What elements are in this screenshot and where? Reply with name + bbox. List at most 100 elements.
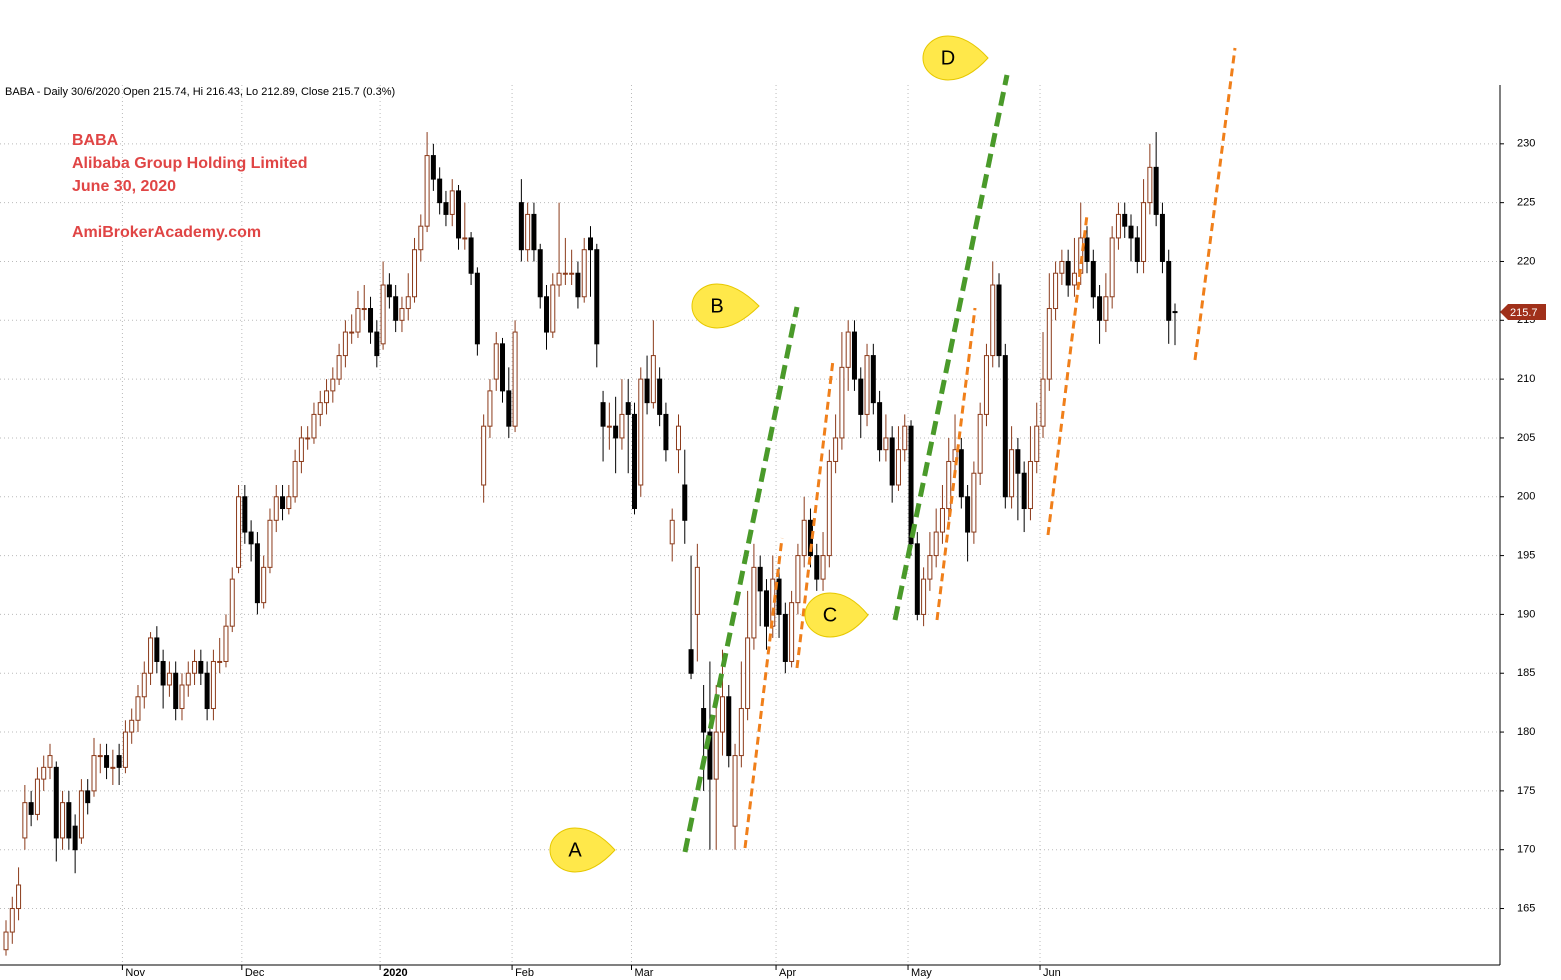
candle-body [977,413,983,474]
candle-body [726,696,732,757]
candle-body [324,390,330,404]
candle-body [1115,213,1121,239]
candle-body [368,308,374,333]
candle-body [826,460,832,557]
candle-body [412,249,418,298]
candle-body [229,578,235,627]
callout: C [804,592,869,638]
candle-body [1040,378,1046,427]
annotation: June 30, 2020 [72,178,176,195]
candle-body [311,413,317,439]
trend-line [935,307,977,621]
candle-body [1027,460,1033,510]
candle-body [53,766,59,839]
candle-body [1172,311,1178,314]
candle-body [248,531,254,545]
trend-line [1193,47,1237,361]
candle-body [782,613,788,662]
y-tick-label: 175 [1517,785,1535,797]
candle-body [179,684,185,710]
trend-lines [682,47,1237,853]
callout: A [549,827,616,873]
candle-body [1002,355,1008,498]
candle-body [1128,225,1134,239]
candle-body [933,531,939,557]
annotation: BABA [72,132,119,149]
candle-body [606,425,612,428]
candle-body [462,237,468,240]
candle-body [16,884,22,910]
candle-body [1034,425,1040,462]
candle-body [669,519,675,545]
candle-body [688,649,694,674]
y-tick-label: 165 [1517,902,1535,914]
candle-body [9,908,15,933]
candle-body [550,284,556,333]
candle-body [594,249,600,345]
candle-body [185,672,191,686]
candle-body [280,496,286,510]
candle-body [317,402,323,415]
candle-body [223,625,229,662]
candle-body [1059,260,1065,274]
candle-body [776,578,782,615]
callout-shape [922,35,989,81]
candle-body [34,778,40,815]
candle-body [751,566,757,639]
candle-body [1015,449,1021,474]
candle-body [1097,296,1103,321]
candle-body [864,355,870,415]
candle-body [456,190,462,239]
candle-body [298,437,304,462]
candle-body [914,543,920,615]
callout-shape [549,827,616,873]
candle-body [738,708,744,757]
candle-body [902,425,908,451]
candle-body [588,237,593,251]
candle-body [330,378,336,392]
candle-body [148,637,154,674]
candle-body [1071,272,1077,286]
callout-label: A [568,839,582,861]
last-price-tag [1500,304,1546,321]
x-tick-label: Mar [634,967,653,979]
y-tick-label: 190 [1517,608,1535,620]
y-tick-label: 170 [1517,844,1535,856]
candle-body [883,437,889,451]
axis-labels: 1651701751801851901952002052102152202252… [121,138,1546,979]
candle-body [537,249,543,298]
candle-body [104,755,110,768]
candle-body [833,437,839,462]
candle-body [1122,213,1128,227]
candle-body [72,825,78,851]
candle-body [719,696,725,733]
candles [3,132,1178,956]
candle-body [361,308,367,311]
candle-body [939,508,945,533]
candle-body [946,460,952,510]
callout-label: C [823,604,837,626]
candle-body [845,331,851,368]
candle-body [97,755,103,758]
candle-body [47,755,53,768]
candle-body [374,331,380,357]
grid [0,85,1500,965]
candle-body [650,355,656,404]
candle-body [273,496,279,521]
candle-body [1141,202,1147,262]
candle-body [701,708,707,733]
candle-body [801,519,807,557]
candle-body [581,249,587,298]
candle-body [757,566,763,592]
candle-body [1153,166,1159,215]
candle-body [663,413,669,451]
candle-body [1159,213,1165,262]
y-tick-label: 200 [1517,491,1535,503]
candle-body [129,719,135,733]
candle-body [1053,272,1059,310]
callout-shape [804,592,869,638]
candle-body [355,308,361,333]
candle-body [631,413,637,510]
candle-body [625,402,631,415]
candle-body [166,672,172,686]
